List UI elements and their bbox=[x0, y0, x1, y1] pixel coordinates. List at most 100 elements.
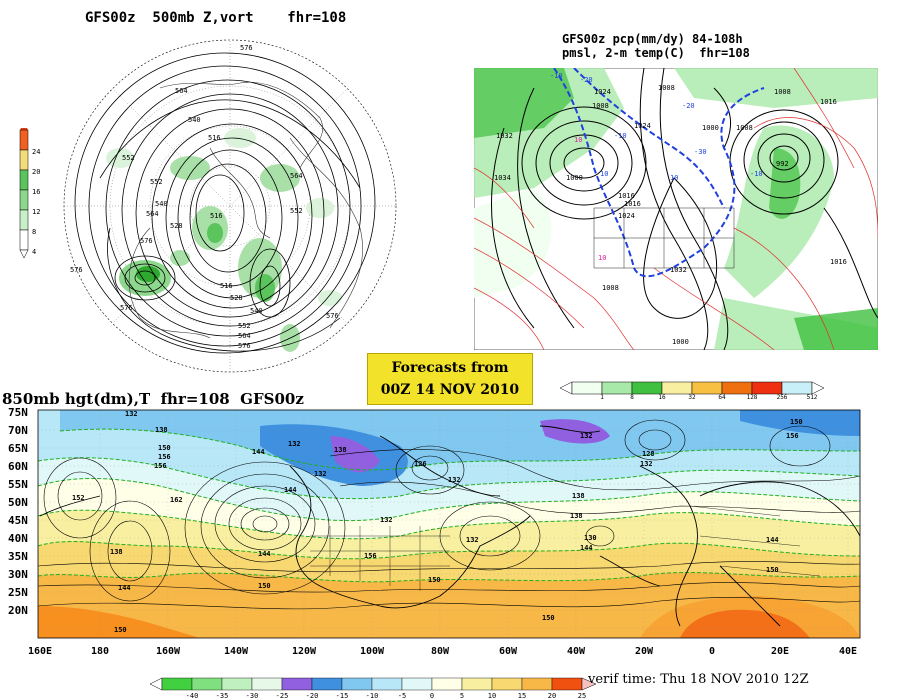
contour-label: 516 bbox=[220, 282, 233, 290]
precip-title-line1: GFS00z pcp(mm/dy) 84-108h bbox=[562, 32, 743, 46]
height-label: 132 bbox=[125, 410, 138, 418]
height-label: 132 bbox=[288, 440, 301, 448]
pressure-label: 1008 bbox=[774, 88, 791, 96]
pressure-label: 1016 bbox=[618, 192, 635, 200]
height-label: 132 bbox=[380, 516, 393, 524]
pressure-label: 1016 bbox=[830, 258, 847, 266]
vort-legend-label: 16 bbox=[32, 188, 40, 196]
lon-label: 140W bbox=[224, 646, 249, 657]
height-label: 144 bbox=[252, 448, 265, 456]
vort-legend-label: 12 bbox=[32, 208, 40, 216]
precip-legend-label: 8 bbox=[630, 394, 634, 400]
temp-contours bbox=[474, 68, 878, 350]
vort-legend-label: 4 bbox=[32, 248, 36, 256]
lon-label: 160W bbox=[156, 646, 181, 657]
lat-label: 30N bbox=[8, 568, 28, 581]
contour-label: 540 bbox=[155, 200, 168, 208]
height-label: 156 bbox=[364, 552, 377, 560]
contour-label: 540 bbox=[188, 116, 201, 124]
lon-label: 120W bbox=[292, 646, 317, 657]
lon-label: 20W bbox=[635, 646, 654, 657]
lon-label: 100W bbox=[360, 646, 385, 657]
contour-label: 540 bbox=[250, 307, 263, 315]
vort-legend: 24 20 16 12 8 4 bbox=[19, 128, 40, 259]
precip-shading bbox=[474, 68, 878, 350]
pressure-label: 1016 bbox=[624, 200, 641, 208]
height-label: 132 bbox=[466, 536, 479, 544]
contour-label: 528 bbox=[230, 294, 243, 302]
height-label: 132 bbox=[640, 460, 653, 468]
height-label: 132 bbox=[448, 476, 461, 484]
temp-legend-label: -40 bbox=[186, 692, 199, 700]
temp-label: -10 bbox=[614, 132, 627, 140]
temp-legend-label: -10 bbox=[366, 692, 379, 700]
pressure-label: 1000 bbox=[702, 124, 719, 132]
temp-legend-label: 25 bbox=[578, 692, 586, 700]
lat-label: 65N bbox=[8, 442, 28, 455]
contour-labels: 576 564 540 516 552 564 540 516 528 552 … bbox=[70, 44, 339, 350]
lat-label: 45N bbox=[8, 514, 28, 527]
height-label: 138 bbox=[155, 426, 168, 434]
pressure-labels: 1032 1034 1000 1008 1016 1024 1000 992 1… bbox=[494, 84, 847, 346]
height-label: 144 bbox=[258, 550, 271, 558]
lat-label: 40N bbox=[8, 532, 28, 545]
850mb-borders bbox=[310, 505, 821, 591]
contour-label: 552 bbox=[290, 207, 303, 215]
height-label: 138 bbox=[570, 512, 583, 520]
temp-label: 10 bbox=[598, 254, 606, 262]
temp-label: 10 bbox=[670, 174, 678, 182]
coastlines bbox=[128, 81, 363, 339]
longitude-labels: 160E 180 160W 140W 120W 100W 80W 60W 40W… bbox=[28, 646, 857, 657]
latitude-labels: 75N 70N 65N 60N 55N 50N 45N 40N 35N 30N … bbox=[8, 406, 28, 617]
precip-legend-label: 128 bbox=[747, 394, 758, 400]
height-label: 128 bbox=[642, 450, 655, 458]
lat-label: 75N bbox=[8, 406, 28, 419]
pressure-label: 1024 bbox=[594, 88, 611, 96]
precip-legend-label: 64 bbox=[718, 394, 726, 400]
temp-label: -10 bbox=[550, 72, 563, 80]
height-label: 130 bbox=[584, 534, 597, 542]
temp-legend-label: -15 bbox=[336, 692, 349, 700]
temp-legend-label: -5 bbox=[398, 692, 406, 700]
forecast-init-box: Forecasts from 00Z 14 NOV 2010 bbox=[367, 353, 533, 405]
contour-label: 564 bbox=[146, 210, 159, 218]
height-contours bbox=[74, 52, 376, 354]
pressure-label: 1008 bbox=[592, 102, 609, 110]
temp-label: -20 bbox=[682, 102, 695, 110]
vort-legend-label: 20 bbox=[32, 168, 40, 176]
pressure-label: 1032 bbox=[496, 132, 513, 140]
political-borders bbox=[593, 207, 735, 269]
height-label: 150 bbox=[766, 566, 779, 574]
temp-label: 10 bbox=[574, 136, 582, 144]
pressure-label: 1008 bbox=[602, 284, 619, 292]
lon-label: 160E bbox=[28, 646, 52, 657]
height-label: 144 bbox=[284, 486, 297, 494]
precip-title-line2: pmsl, 2-m temp(C) fhr=108 bbox=[562, 46, 750, 60]
temp-label: -20 bbox=[580, 76, 593, 84]
verif-time: verif time: Thu 18 NOV 2010 12Z bbox=[588, 672, 809, 687]
lon-label: 60W bbox=[499, 646, 518, 657]
precip-map: 1032 1034 1000 1008 1016 1024 1000 992 1… bbox=[474, 68, 878, 350]
temp-legend-label: -25 bbox=[276, 692, 289, 700]
height-label: 156 bbox=[786, 432, 799, 440]
lon-label: 20E bbox=[771, 646, 789, 657]
panel-500mb-title: GFS00z 500mb Z,vort fhr=108 bbox=[85, 10, 347, 26]
height-label: 150 bbox=[542, 614, 555, 622]
height-label: 138 bbox=[110, 548, 123, 556]
freezing-line bbox=[553, 68, 765, 278]
height-label: 132 bbox=[580, 432, 593, 440]
precip-legend-label: 512 bbox=[807, 394, 818, 400]
height-label: 138 bbox=[334, 446, 347, 454]
vort-legend-label: 8 bbox=[32, 228, 36, 236]
temperature-contours bbox=[38, 428, 860, 583]
height-label: 150 bbox=[158, 444, 171, 452]
height-label: 132 bbox=[314, 470, 327, 478]
temp-legend-label: 10 bbox=[488, 692, 496, 700]
precip-legend-label: 1 bbox=[600, 394, 604, 400]
pressure-label: 1024 bbox=[618, 212, 635, 220]
precip-legend: 1 8 16 32 64 128 256 512 bbox=[560, 381, 825, 400]
height-label: 162 bbox=[170, 496, 183, 504]
height-label: 150 bbox=[114, 626, 127, 634]
vort-legend-label: 24 bbox=[32, 148, 40, 156]
temp-legend-label: -20 bbox=[306, 692, 319, 700]
